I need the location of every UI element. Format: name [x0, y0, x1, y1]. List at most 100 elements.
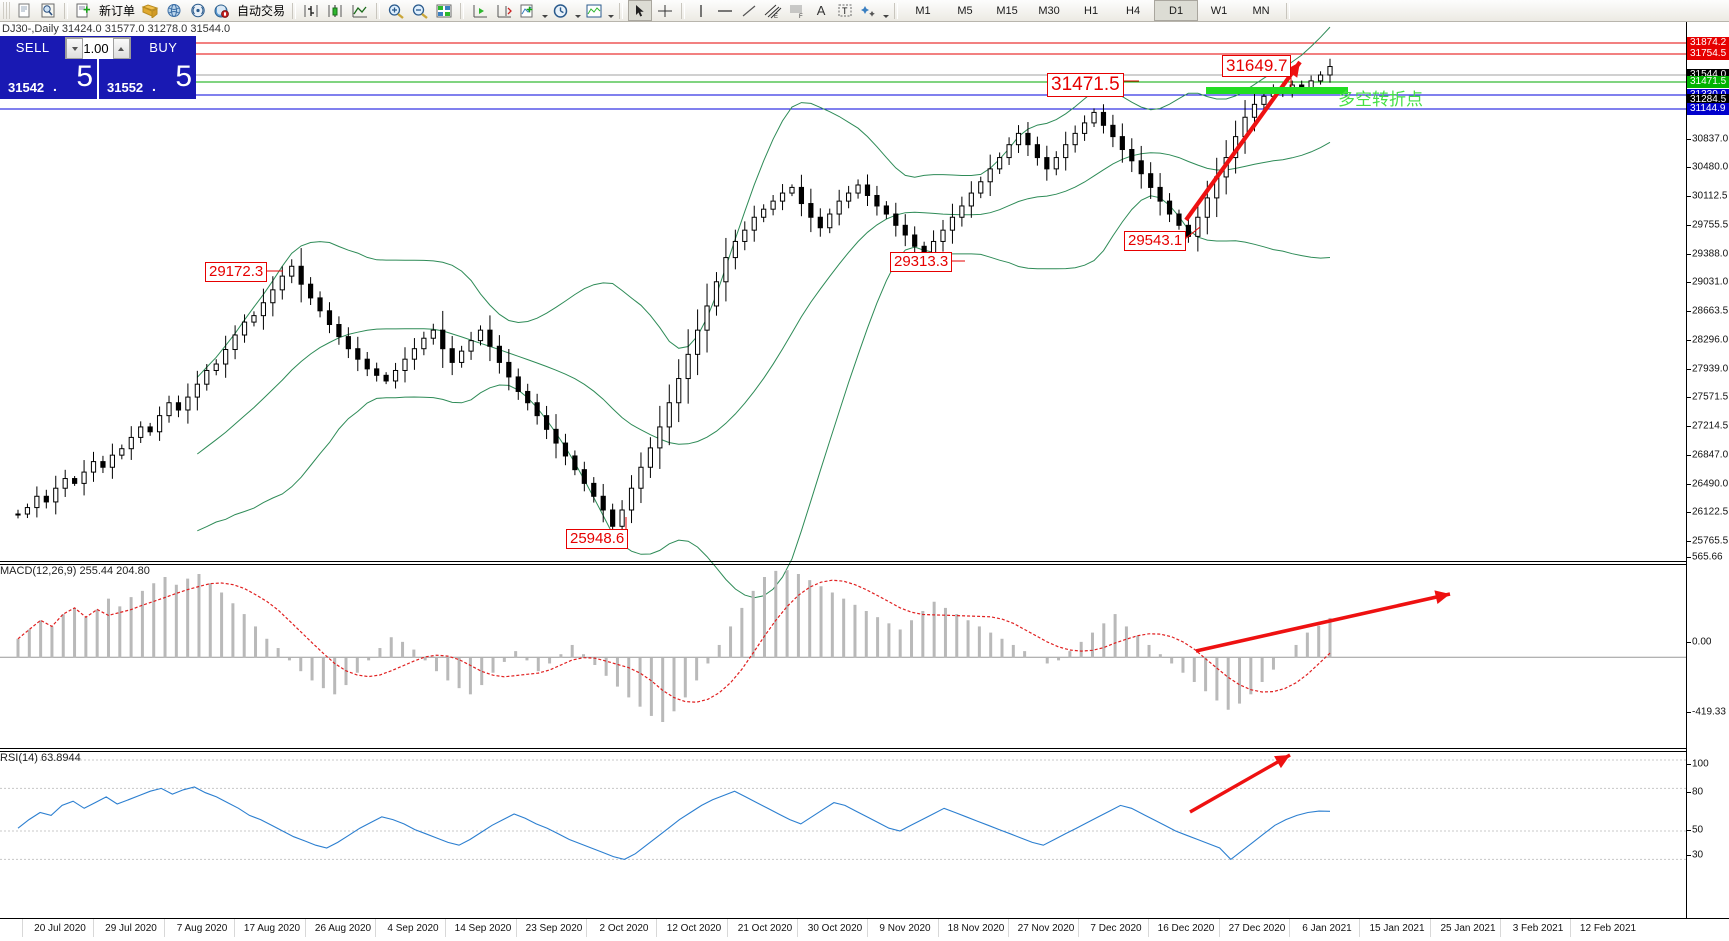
- buy-button[interactable]: BUY: [149, 40, 178, 55]
- buy-price[interactable]: 31552 . 5: [99, 59, 196, 99]
- text-icon[interactable]: A: [816, 3, 826, 18]
- date-axis: 20 Jul 2020 29 Jul 2020 7 Aug 2020 17 Aug 2…: [0, 918, 1729, 941]
- equidistant-channel-icon[interactable]: E: [762, 1, 784, 20]
- sell-button[interactable]: SELL: [15, 40, 50, 55]
- zoom-out-icon[interactable]: [409, 1, 431, 20]
- auto-scroll-icon[interactable]: [469, 1, 491, 20]
- date-tick: [797, 919, 798, 937]
- chinese-annotation: 多空转折点: [1338, 90, 1423, 110]
- candle-chart-icon[interactable]: [325, 1, 347, 20]
- price-tick: [1687, 484, 1691, 485]
- price-tick: [1687, 139, 1691, 140]
- text-label-icon[interactable]: T: [834, 1, 856, 20]
- toolbar-separator: [64, 2, 68, 19]
- volume-decrease-button[interactable]: [66, 38, 84, 59]
- one-click-trading-panel[interactable]: SELL 1.00 BUY 31542 . 5 31552 . 5: [0, 36, 196, 99]
- date-tick: [656, 919, 657, 937]
- date-tick: [867, 919, 868, 937]
- price-scale[interactable]: 31874.231754.531544.031471.531330.031284…: [1686, 22, 1729, 918]
- new-order-label[interactable]: 新订单: [99, 4, 136, 18]
- fibonacci-icon[interactable]: F: [786, 1, 808, 20]
- navigator-icon[interactable]: [163, 1, 185, 20]
- price-label-29172[interactable]: 29172.3: [205, 262, 268, 282]
- periods-icon[interactable]: [550, 1, 572, 20]
- chart-canvas[interactable]: MACD(12,26,9) 255.44 204.80 RSI(14) 63.8…: [0, 22, 1729, 918]
- shapes-dropdown-arrow[interactable]: [881, 0, 890, 22]
- autotrading-label[interactable]: 自动交易: [237, 4, 286, 18]
- price-tick: [1687, 196, 1691, 197]
- price-tick: [1687, 642, 1691, 643]
- toolbar-separator-2: [292, 2, 297, 19]
- toolbar-grip[interactable]: [3, 2, 10, 19]
- new-chart-icon[interactable]: [13, 1, 35, 20]
- price-axis-label: 28663.5: [1692, 305, 1729, 317]
- metaeditor-icon[interactable]: [139, 1, 161, 20]
- indicators-dropdown-arrow[interactable]: [540, 0, 549, 22]
- sell-price[interactable]: 31542 . 5: [0, 59, 97, 99]
- support-highlight-bar: [1206, 87, 1348, 94]
- price-axis-label: 80: [1692, 786, 1704, 798]
- volume-increase-button[interactable]: [112, 38, 130, 59]
- vertical-line-icon[interactable]: [690, 1, 712, 20]
- price-tick: [1687, 557, 1691, 558]
- periods-dropdown-arrow[interactable]: [573, 0, 582, 22]
- signals-icon[interactable]: [187, 1, 209, 20]
- date-axis-label: 27 Dec 2020: [1228, 923, 1286, 934]
- timeframe-m15[interactable]: M15: [996, 4, 1018, 17]
- date-tick: [938, 919, 939, 937]
- timeframe-mn[interactable]: MN: [1252, 4, 1270, 17]
- price-tick: [1687, 167, 1691, 168]
- price-axis-label: 29388.0: [1692, 248, 1729, 260]
- line-chart-icon[interactable]: [349, 1, 371, 20]
- autotrading-icon[interactable]: [211, 1, 233, 20]
- price-label-29543[interactable]: 29543.1: [1124, 231, 1187, 251]
- volume-input[interactable]: 1.00: [65, 37, 131, 60]
- toolbar-separator-3: [376, 2, 381, 19]
- toolbar-separator-4: [460, 2, 465, 19]
- market-watch-icon[interactable]: [37, 1, 59, 20]
- indicators-icon[interactable]: [517, 1, 539, 20]
- data-window-icon[interactable]: [433, 1, 455, 20]
- shapes-icon[interactable]: [858, 1, 880, 20]
- order-panel-top-row: SELL 1.00 BUY: [0, 36, 196, 60]
- price-axis-label: 100: [1692, 758, 1709, 770]
- templates-icon[interactable]: [583, 1, 605, 20]
- price-axis-label: 30112.5: [1692, 190, 1728, 202]
- date-axis-label: 15 Jan 2021: [1369, 923, 1425, 934]
- new-order-icon[interactable]: [73, 1, 95, 20]
- timeframe-h1[interactable]: H1: [1084, 4, 1099, 17]
- date-axis-label: 23 Sep 2020: [525, 923, 583, 934]
- templates-dropdown-arrow[interactable]: [606, 0, 615, 22]
- price-axis-label: 0.00: [1692, 636, 1712, 648]
- price-label-31649[interactable]: 31649.7: [1222, 55, 1292, 77]
- date-tick: [1078, 919, 1079, 937]
- date-tick: [1359, 919, 1360, 937]
- timeframe-m5[interactable]: M5: [957, 4, 973, 17]
- bar-chart-icon[interactable]: [301, 1, 323, 20]
- price-label-31471[interactable]: 31471.5: [1047, 73, 1124, 97]
- price-tick: [1687, 830, 1691, 831]
- volume-value[interactable]: 1.00: [83, 41, 109, 56]
- svg-text:E: E: [774, 14, 778, 19]
- timeframe-m30[interactable]: M30: [1038, 4, 1060, 17]
- timeframe-w1[interactable]: W1: [1210, 4, 1228, 17]
- date-tick: [375, 919, 376, 937]
- trendline-icon[interactable]: [738, 1, 760, 20]
- crosshair-icon[interactable]: [654, 1, 676, 20]
- date-axis-label: 7 Aug 2020: [176, 923, 228, 934]
- cursor-icon[interactable]: [628, 0, 653, 21]
- chart-shift-icon[interactable]: [493, 1, 515, 20]
- price-chart-svg: [0, 26, 1686, 861]
- timeframe-h4[interactable]: H4: [1126, 4, 1141, 17]
- zoom-in-icon[interactable]: [385, 1, 407, 20]
- timeframe-d1[interactable]: D1: [1154, 0, 1199, 21]
- buy-price-main: 31552: [107, 80, 144, 95]
- horizontal-line-icon[interactable]: [714, 1, 736, 20]
- date-tick: [1430, 919, 1431, 937]
- timeframe-m1[interactable]: M1: [915, 4, 931, 17]
- price-label-29313[interactable]: 29313.3: [890, 252, 953, 272]
- price-divider: [97, 59, 99, 99]
- price-label-25948[interactable]: 25948.6: [566, 529, 629, 549]
- svg-text:F: F: [799, 14, 803, 19]
- price-axis-tag-red: 31754.5: [1687, 48, 1729, 60]
